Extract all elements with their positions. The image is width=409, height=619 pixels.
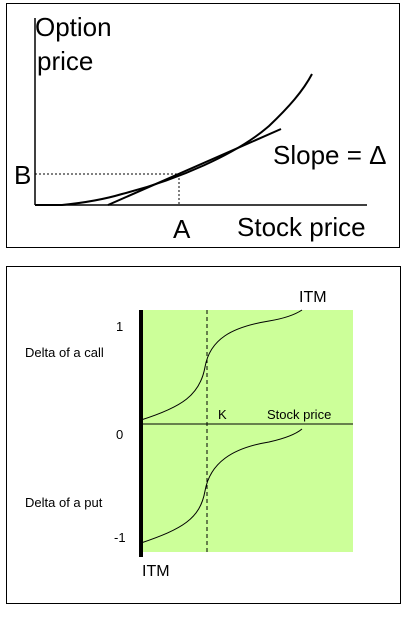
put-delta-label: Delta of a put [25, 495, 103, 510]
delta-diagram: ITM ITM 1 0 -1 Delta of a call Delta of … [6, 266, 401, 604]
call-delta-label: Delta of a call [25, 345, 104, 360]
point-b-label: B [14, 160, 31, 190]
stock-price-label: Stock price [267, 407, 331, 422]
option-price-plot: Option price B A Stock price Slope = Δ [14, 12, 387, 244]
tick-one-label: 1 [116, 319, 123, 334]
call-delta-curve [140, 309, 303, 421]
tick-minus-one-label: -1 [114, 530, 126, 545]
x-axis-label: Stock price [237, 212, 366, 242]
tangent-line [107, 128, 282, 206]
y-axis-label-line1: Option [35, 12, 112, 42]
option-price-curve [35, 73, 313, 206]
tick-zero-label: 0 [116, 427, 123, 442]
option-price-diagram: Option price B A Stock price Slope = Δ [6, 3, 400, 248]
itm-top-label: ITM [299, 289, 327, 306]
slope-label: Slope = Δ [273, 140, 387, 170]
point-a-label: A [173, 214, 191, 244]
put-delta-curve [140, 428, 303, 544]
delta-plot: ITM ITM 1 0 -1 Delta of a call Delta of … [25, 289, 353, 580]
plot-area [140, 310, 353, 552]
itm-bottom-label: ITM [142, 563, 170, 580]
y-axis-label-line2: price [37, 46, 93, 76]
strike-label: K [218, 407, 227, 422]
